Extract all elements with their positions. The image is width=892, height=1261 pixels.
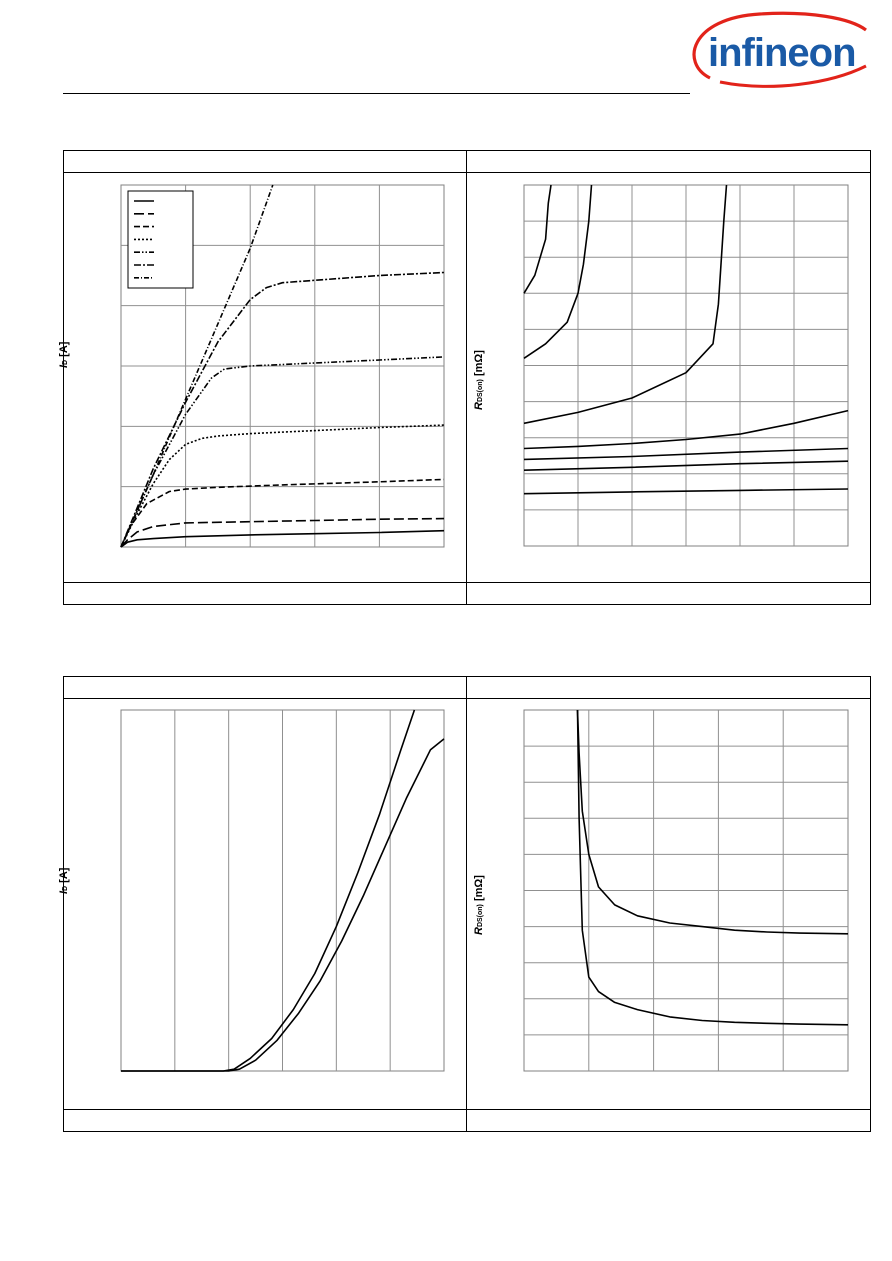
panel-divider-vertical [466, 151, 467, 604]
panel-footer-divider [64, 1109, 870, 1110]
legend-box [127, 190, 194, 289]
series-line-1 [120, 529, 445, 548]
series-line-3 [523, 184, 728, 425]
ylabel-unit: [mΩ] [473, 350, 485, 380]
ylabel-unit: [mΩ] [473, 875, 485, 905]
ylabel-subscript: DS(on) [477, 904, 484, 928]
infineon-logo: infineon [692, 11, 867, 88]
series-line-7 [120, 184, 274, 548]
ylabel-subscript: DS(on) [477, 379, 484, 403]
ylabel-subscript: D [62, 885, 69, 891]
series-line-6 [120, 271, 445, 548]
logo-swoosh-red [692, 11, 867, 80]
series-line-2 [523, 184, 593, 359]
ylabel-symbol: R [473, 927, 485, 935]
ylabel-unit: [A] [58, 341, 70, 360]
series-line-4 [523, 409, 849, 450]
series-line-5 [120, 356, 445, 548]
logo-wordmark: infineon [708, 31, 856, 75]
ylabel-unit: [A] [58, 867, 70, 886]
logo-swoosh-red-lower [719, 64, 867, 88]
ylabel-symbol: I [58, 364, 70, 368]
ylabel-symbol: R [473, 402, 485, 410]
series-line-2 [121, 738, 445, 1072]
header-rule [63, 93, 690, 94]
series-line-1 [576, 709, 849, 935]
panel-caption-divider [64, 172, 870, 173]
ylabel-subscript: D [62, 359, 69, 365]
series-line-2 [120, 517, 445, 548]
diagram-row-top [63, 150, 871, 605]
series-line-3 [120, 478, 445, 548]
series-line-1 [121, 709, 416, 1072]
ylabel-chart-1: ID [A] [58, 342, 70, 368]
series-line-1 [523, 184, 552, 294]
series-line-2 [576, 709, 849, 1026]
panel-footer-divider [64, 582, 870, 583]
series-line-5 [523, 447, 849, 461]
ylabel-symbol: I [58, 890, 70, 894]
ylabel-chart-3: ID [A] [58, 868, 70, 894]
diagram-row-bottom [63, 676, 871, 1132]
panel-divider-vertical [466, 677, 467, 1131]
ylabel-chart-2: RDS(on) [mΩ] [473, 350, 485, 410]
series-line-7 [523, 488, 849, 495]
ylabel-chart-4: RDS(on) [mΩ] [473, 875, 485, 935]
panel-caption-divider [64, 698, 870, 699]
series-line-6 [523, 460, 849, 471]
